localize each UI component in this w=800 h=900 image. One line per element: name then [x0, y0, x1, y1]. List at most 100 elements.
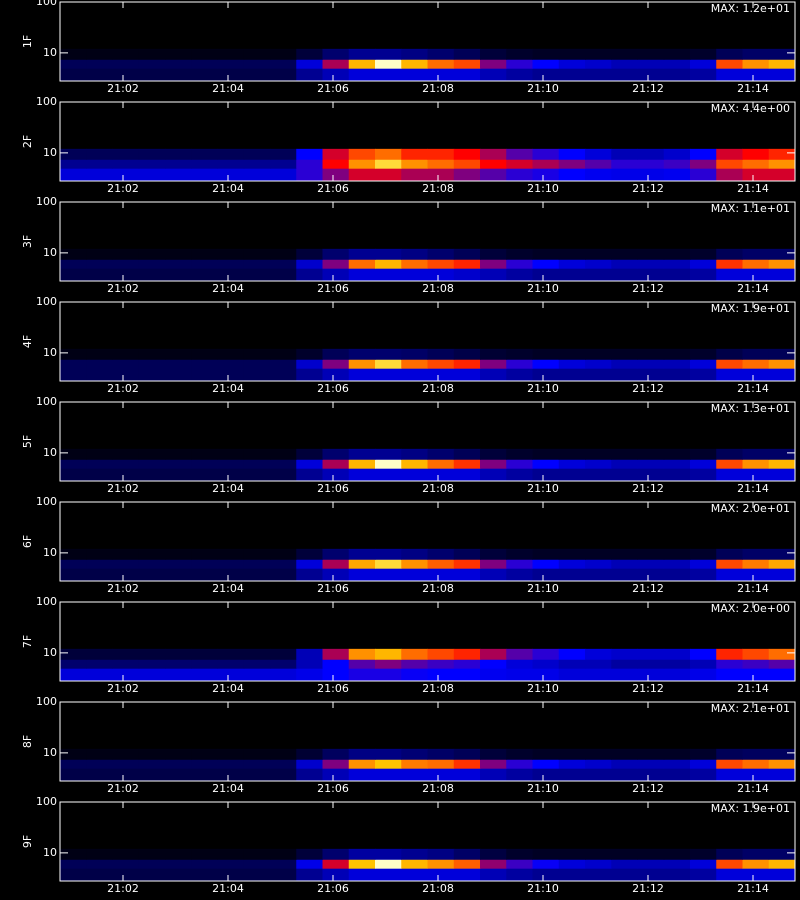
- heat-cell: [322, 459, 350, 469]
- heat-cell: [243, 459, 271, 469]
- y-tick-label: 10: [43, 846, 57, 859]
- heat-cell: [375, 48, 402, 60]
- panel-title: MAX: 2.1e+01: [711, 702, 790, 715]
- heat-cell: [217, 259, 245, 269]
- heat-cell: [296, 668, 323, 682]
- heat-cell: [348, 559, 376, 569]
- heat-cell: [348, 659, 376, 669]
- heat-cell: [112, 459, 140, 469]
- x-tick-label: 21:06: [317, 882, 349, 895]
- heat-cell: [112, 859, 140, 869]
- heat-cell: [558, 859, 586, 869]
- heat-cell: [690, 568, 717, 582]
- heat-cell: [243, 759, 271, 769]
- heat-cell: [663, 459, 691, 469]
- heat-cell: [506, 168, 533, 182]
- heat-cell: [532, 659, 560, 669]
- heat-cell: [322, 859, 350, 869]
- heat-cell: [690, 648, 717, 660]
- heat-cell: [453, 259, 481, 269]
- x-tick-label: 21:12: [632, 782, 664, 795]
- heat-cell: [663, 559, 691, 569]
- heat-cell: [690, 248, 717, 260]
- heat-cell: [532, 59, 560, 69]
- heat-cell: [138, 268, 166, 282]
- heat-cell: [690, 448, 717, 460]
- x-tick-label: 21:12: [632, 882, 664, 895]
- y-axis-label: 4F: [21, 335, 34, 348]
- heat-cell: [768, 448, 796, 460]
- heat-cell: [690, 348, 717, 360]
- panel-title: MAX: 1.3e+01: [711, 402, 790, 415]
- heat-cell: [768, 668, 796, 682]
- heat-cell: [138, 659, 166, 669]
- heat-cell: [558, 759, 586, 769]
- heat-cell: [768, 659, 796, 669]
- heat-cell: [375, 648, 402, 660]
- heat-cell: [585, 568, 612, 582]
- heat-cell: [716, 668, 743, 682]
- heat-cell: [637, 768, 665, 782]
- heat-cell: [401, 859, 428, 869]
- heat-cell: [427, 768, 455, 782]
- heat-cell: [427, 668, 455, 682]
- heat-cell: [138, 359, 166, 369]
- heat-cell: [217, 459, 245, 469]
- heat-cell: [296, 748, 323, 760]
- y-axis-label: 6F: [21, 535, 34, 548]
- heat-cell: [270, 348, 297, 360]
- heat-cell: [742, 68, 770, 82]
- heat-cell: [138, 748, 166, 760]
- x-tick-label: 21:10: [527, 382, 559, 395]
- heat-cell: [296, 868, 323, 882]
- heat-cell: [663, 159, 691, 169]
- heat-cell: [716, 548, 743, 560]
- heat-cell: [611, 68, 638, 82]
- heat-cell: [86, 168, 113, 182]
- heat-cell: [611, 148, 638, 160]
- heat-cell: [348, 348, 376, 360]
- heat-cell: [480, 668, 507, 682]
- heat-cell: [453, 548, 481, 560]
- y-axis-label: 1F: [21, 35, 34, 48]
- heat-cell: [243, 68, 271, 82]
- panel-title: MAX: 2.0e+00: [711, 602, 790, 615]
- heat-cell: [86, 259, 113, 269]
- heat-cell: [453, 459, 481, 469]
- heat-cell: [742, 659, 770, 669]
- heat-cell: [480, 768, 507, 782]
- heat-cell: [401, 368, 428, 382]
- heat-cell: [716, 659, 743, 669]
- y-tick-label: 10: [43, 46, 57, 59]
- heat-cell: [243, 248, 271, 260]
- heat-cell: [86, 268, 113, 282]
- heat-cell: [270, 359, 297, 369]
- heat-cell: [611, 359, 638, 369]
- heat-cell: [86, 159, 113, 169]
- heat-cell: [532, 759, 560, 769]
- heat-cell: [558, 368, 586, 382]
- heat-cell: [427, 359, 455, 369]
- heat-cell: [165, 268, 192, 282]
- panel-title: MAX: 1.2e+01: [711, 2, 790, 15]
- heat-cell: [427, 548, 455, 560]
- heat-cell: [506, 659, 533, 669]
- heat-cell: [558, 159, 586, 169]
- heat-cell: [453, 748, 481, 760]
- heat-cell: [165, 468, 192, 482]
- heat-cell: [611, 859, 638, 869]
- heat-cell: [375, 868, 402, 882]
- heat-cell: [637, 359, 665, 369]
- heat-cell: [716, 848, 743, 860]
- heat-cell: [768, 359, 796, 369]
- heat-cell: [427, 759, 455, 769]
- heat-cell: [217, 168, 245, 182]
- heat-cell: [558, 659, 586, 669]
- heat-cell: [611, 159, 638, 169]
- heat-cell: [506, 568, 533, 582]
- heat-cell: [506, 548, 533, 560]
- heat-cell: [742, 168, 770, 182]
- heat-cell: [690, 468, 717, 482]
- heat-cell: [611, 168, 638, 182]
- heat-cell: [427, 348, 455, 360]
